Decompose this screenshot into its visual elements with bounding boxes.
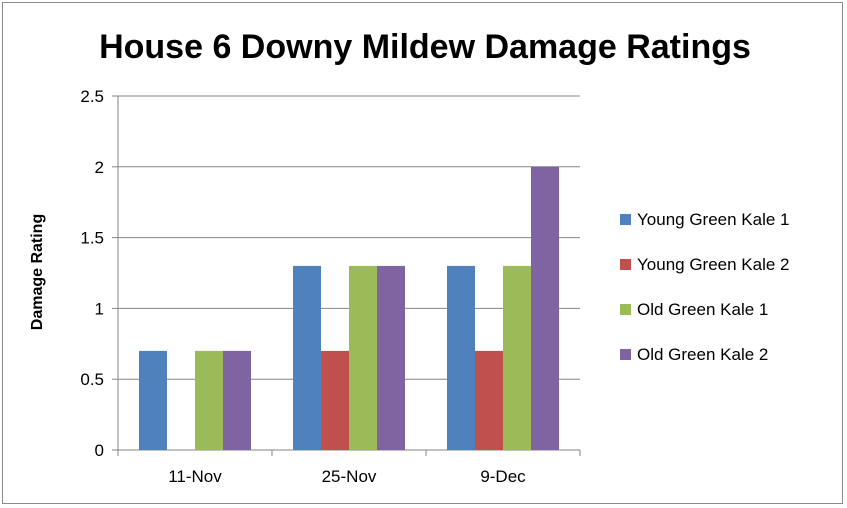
legend-label: Old Green Kale 2 xyxy=(637,345,768,364)
y-tick-label: 0.5 xyxy=(80,370,104,389)
y-axis-ticks: 0 0.5 1 1.5 2 2.5 xyxy=(80,87,118,460)
bar xyxy=(195,350,223,450)
y-tick-label: 1 xyxy=(95,299,104,318)
legend-swatch xyxy=(620,259,631,270)
legend-label: Young Green Kale 1 xyxy=(637,210,790,229)
x-tick-label: 11-Nov xyxy=(168,467,222,486)
legend-label: Young Green Kale 2 xyxy=(637,255,790,274)
bar xyxy=(349,265,377,450)
x-tick-label: 9-Dec xyxy=(480,467,526,486)
bar xyxy=(377,265,405,450)
legend: Young Green Kale 1 Young Green Kale 2 Old … xyxy=(620,210,790,364)
bar xyxy=(475,350,503,450)
bar xyxy=(321,350,349,450)
x-tick-label: 25-Nov xyxy=(322,467,377,486)
bar xyxy=(503,265,531,450)
y-axis-label: Damage Rating xyxy=(29,214,46,330)
bar xyxy=(293,265,321,450)
y-tick-label: 1.5 xyxy=(80,229,104,248)
bar xyxy=(139,350,167,450)
chart-title: House 6 Downy Mildew Damage Ratings xyxy=(99,28,751,66)
legend-swatch xyxy=(620,214,631,225)
legend-label: Old Green Kale 1 xyxy=(637,300,768,319)
legend-swatch xyxy=(620,304,631,315)
bars xyxy=(139,166,559,451)
y-tick-label: 2 xyxy=(95,158,104,177)
x-axis-ticks: 11-Nov 25-Nov 9-Dec xyxy=(117,450,581,486)
bar xyxy=(447,265,475,450)
bar xyxy=(223,350,251,450)
y-tick-label: 2.5 xyxy=(80,87,104,106)
bar xyxy=(531,166,559,451)
legend-swatch xyxy=(620,349,631,360)
y-tick-label: 0 xyxy=(95,441,104,460)
